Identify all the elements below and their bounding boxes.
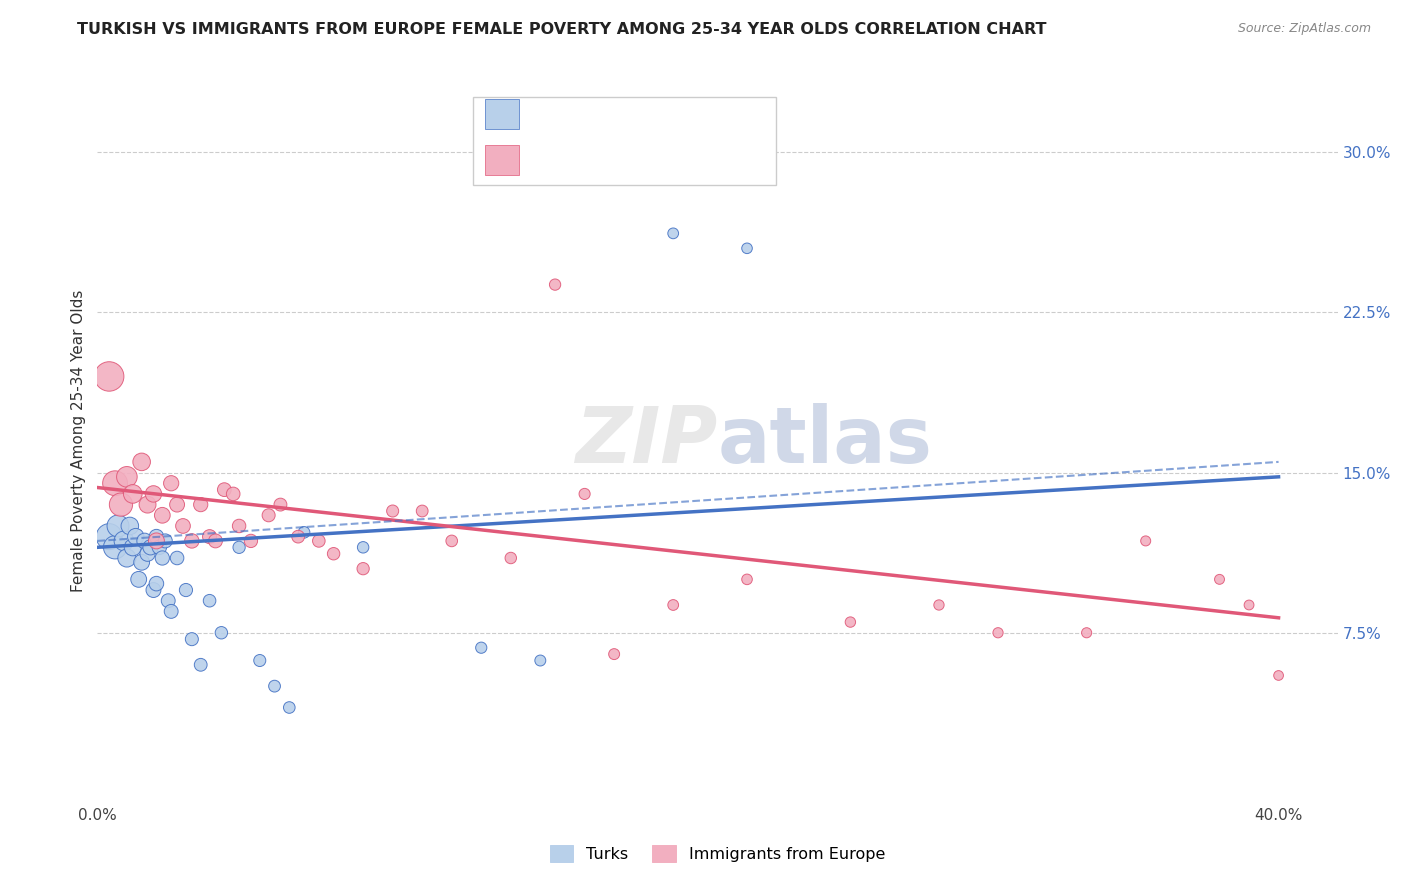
Text: N =: N = [627,106,669,121]
Text: R =: R = [523,106,555,121]
Point [603,647,626,661]
Point [121,487,143,501]
Point [662,227,685,241]
Point [148,541,170,555]
Point [128,573,150,587]
Point [145,530,167,544]
Point [544,277,567,292]
Point [121,541,143,555]
Point [104,476,127,491]
Point [239,533,262,548]
Point [198,593,221,607]
Point [131,555,153,569]
Point [142,582,165,597]
Point [190,657,212,672]
Point [735,241,758,255]
Point [228,519,250,533]
Point [269,498,291,512]
Point [198,530,221,544]
Point [145,576,167,591]
Point [150,551,173,566]
Point [292,525,315,540]
Point [308,533,330,548]
Text: TURKISH VS IMMIGRANTS FROM EUROPE FEMALE POVERTY AMONG 25-34 YEAR OLDS CORRELATI: TURKISH VS IMMIGRANTS FROM EUROPE FEMALE… [77,22,1047,37]
Point [104,541,127,555]
Point [180,533,202,548]
Point [499,551,522,566]
Point [381,504,404,518]
Point [98,369,121,384]
Point [1135,533,1157,548]
Point [125,530,148,544]
Point [174,582,197,597]
Point [118,519,141,533]
Point [1237,598,1260,612]
Point [98,530,121,544]
Point [263,679,285,693]
Point [440,533,463,548]
Point [139,541,162,555]
Point [172,519,194,533]
Point [190,498,212,512]
Point [322,547,344,561]
Point [928,598,950,612]
Point [352,541,374,555]
Point [134,533,156,548]
Text: -0.337: -0.337 [565,152,617,167]
Text: R =: R = [523,152,555,167]
Point [287,530,309,544]
Point [411,504,433,518]
Point [209,625,232,640]
Point [115,551,138,566]
Point [1208,573,1230,587]
Text: ZIP: ZIP [575,402,717,478]
Point [166,498,188,512]
Point [249,653,271,667]
Point [180,632,202,647]
Text: Source: ZipAtlas.com: Source: ZipAtlas.com [1237,22,1371,36]
Point [110,498,132,512]
Point [352,562,374,576]
Point [529,653,551,667]
Point [1076,625,1098,640]
Point [131,455,153,469]
Point [112,533,135,548]
Text: atlas: atlas [717,402,932,478]
Point [155,533,177,548]
Point [166,551,188,566]
Point [136,547,159,561]
Point [278,700,301,714]
Legend: Turks, Immigrants from Europe: Turks, Immigrants from Europe [543,838,891,868]
Text: 44: 44 [681,152,702,167]
Point [204,533,226,548]
Point [1267,668,1289,682]
Point [136,498,159,512]
Point [150,508,173,523]
Point [115,470,138,484]
Y-axis label: Female Poverty Among 25-34 Year Olds: Female Poverty Among 25-34 Year Olds [72,289,86,591]
Text: N =: N = [627,152,669,167]
Point [228,541,250,555]
Point [662,598,685,612]
Text: 0.068: 0.068 [565,106,612,121]
Point [839,615,862,629]
Point [470,640,492,655]
Point [214,483,236,497]
Point [145,533,167,548]
Point [107,519,129,533]
Point [222,487,245,501]
Point [160,604,183,618]
Point [160,476,183,491]
Point [735,573,758,587]
Point [157,593,180,607]
Text: 37: 37 [681,106,702,121]
Point [142,487,165,501]
Point [257,508,280,523]
Point [574,487,596,501]
Point [987,625,1010,640]
